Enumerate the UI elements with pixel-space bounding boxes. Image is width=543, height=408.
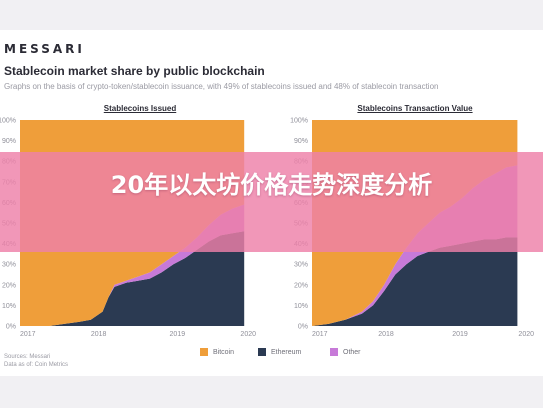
right-y-tick: 10% [294,303,308,310]
legend-label-ethereum: Ethereum [271,348,302,356]
chart-subline: Graphs on the basis of crypto-token/stab… [4,82,439,91]
source-note: Sources: Messari [4,354,51,360]
right-y-tick: 30% [294,262,308,269]
left-x-tick: 2018 [91,331,107,338]
legend: Bitcoin Ethereum Other [0,348,543,362]
left-y-tick: 90% [2,138,16,145]
right-x-tick: 2017 [312,331,328,338]
title-banner [0,152,543,252]
right-y-tick: 90% [294,138,308,145]
legend-label-other: Other [343,348,361,356]
left-y-tick: 10% [2,303,16,310]
legend-label-bitcoin: Bitcoin [213,348,235,356]
left-y-tick: 0% [6,324,16,331]
left-y-tick: 30% [2,262,16,269]
left-chart-title: Stablecoins Issued [103,104,177,113]
right-x-tick: 2018 [378,331,394,338]
legend-item-bitcoin: Bitcoin [200,348,234,356]
legend-swatch-ethereum [258,348,266,356]
chart-headline: Stablecoin market share by public blockc… [4,64,265,78]
right-chart-title: Stablecoins Transaction Value [357,104,473,113]
legend-swatch-other [330,348,338,356]
legend-swatch-bitcoin [200,348,208,356]
legend-item-other: Other [330,348,361,356]
banner-title: 20年以太坊价格走势深度分析 [110,171,433,199]
left-y-tick: 100% [0,118,16,125]
data-note: Data as of: Coin Metrics [4,362,69,368]
right-x-tick: 2020 [518,331,534,338]
right-y-tick: 100% [290,118,308,125]
left-x-tick: 2019 [170,331,186,338]
right-area-ethereum [312,237,518,326]
right-y-tick: 20% [294,282,308,289]
right-y-tick: 0% [298,324,308,331]
left-x-tick: 2020 [240,331,256,338]
left-area-ethereum [20,231,245,326]
messari-logo: MESSARI [4,42,85,56]
legend-item-ethereum: Ethereum [258,348,301,356]
left-x-tick: 2017 [20,331,36,338]
right-x-tick: 2019 [452,331,468,338]
left-y-tick: 20% [2,282,16,289]
